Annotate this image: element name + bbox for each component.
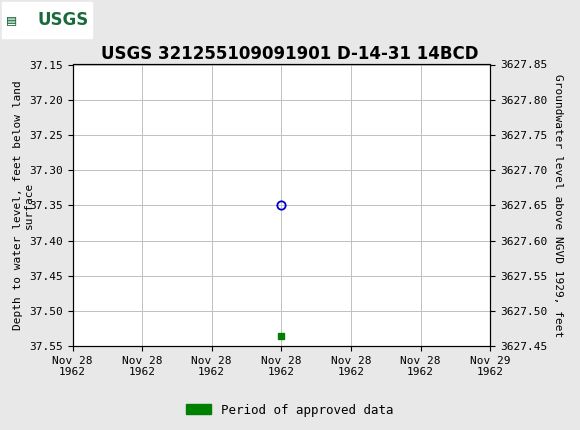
- Y-axis label: Depth to water level, feet below land
surface: Depth to water level, feet below land su…: [13, 80, 34, 330]
- Legend: Period of approved data: Period of approved data: [181, 399, 399, 421]
- Bar: [2, 2, 92, 37]
- Text: ▤: ▤: [7, 12, 16, 27]
- Text: USGS: USGS: [38, 11, 89, 29]
- Text: USGS 321255109091901 D-14-31 14BCD: USGS 321255109091901 D-14-31 14BCD: [102, 45, 478, 63]
- Y-axis label: Groundwater level above NGVD 1929, feet: Groundwater level above NGVD 1929, feet: [553, 74, 563, 337]
